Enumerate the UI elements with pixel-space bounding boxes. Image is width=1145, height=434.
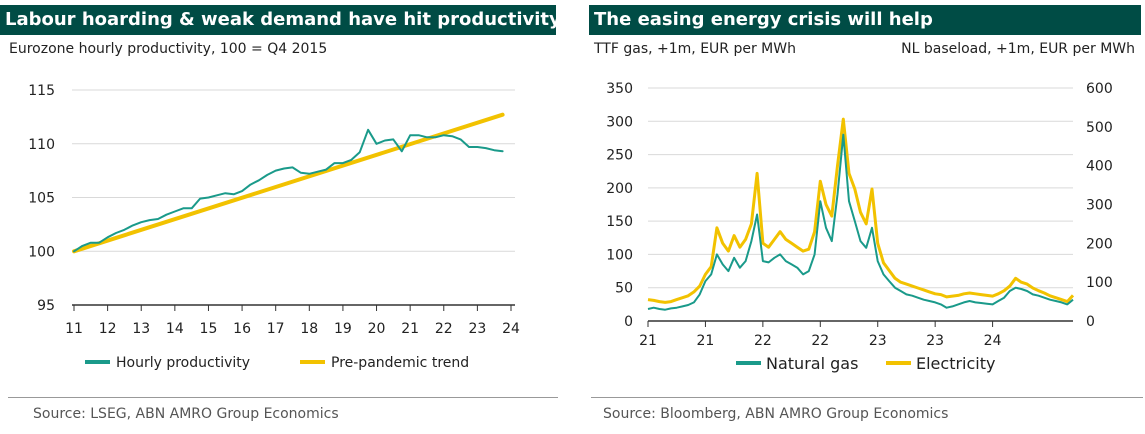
left-chart-subtitle: Eurozone hourly productivity, 100 = Q4 2… — [9, 41, 328, 57]
electricity-series-line — [647, 117, 1075, 304]
y-left-tick-label: 150 — [606, 214, 633, 230]
right-footer-rule — [591, 397, 1143, 398]
x-tick-label: 17 — [267, 321, 285, 337]
y-right-tick-label: 200 — [1086, 236, 1113, 252]
y-right-tick-label: 600 — [1086, 81, 1113, 97]
y-tick-label: 115 — [28, 83, 55, 99]
left-chart-panel: Labour hoarding & weak demand have hit p… — [0, 0, 560, 434]
x-tick-label: 23 — [869, 333, 887, 349]
left-chart-title: Labour hoarding & weak demand have hit p… — [0, 5, 556, 35]
x-tick-label: 20 — [368, 321, 386, 337]
x-tick-label: 18 — [300, 321, 318, 337]
right-chart-title: The easing energy crisis will help — [589, 5, 1141, 35]
y-tick-label: 95 — [37, 298, 55, 314]
x-tick-label: 14 — [166, 321, 184, 337]
x-tick-label: 22 — [754, 333, 772, 349]
left-legend: Hourly productivity Pre-pandemic trend — [85, 355, 469, 371]
x-tick-label: 21 — [639, 333, 657, 349]
x-tick-label: 24 — [984, 333, 1002, 349]
legend-label-productivity: Hourly productivity — [116, 355, 250, 371]
productivity-series-line — [73, 128, 504, 253]
x-tick-label: 15 — [200, 321, 218, 337]
legend-label-electricity: Electricity — [916, 354, 995, 373]
energy-chart: 0 50 100 150 200 250 300 350 0 100 200 300 400 500 600… — [606, 81, 1113, 373]
y-left-tick-label: 300 — [606, 114, 633, 130]
x-tick-label: 19 — [334, 321, 352, 337]
y-right-tick-label: 400 — [1086, 159, 1113, 175]
y-left-tick-label: 250 — [606, 148, 633, 164]
y-tick-label: 105 — [28, 191, 55, 207]
right-chart-panel: The easing energy crisis will help TTF g… — [589, 0, 1145, 434]
x-tick-label: 16 — [233, 321, 251, 337]
x-tick-label: 13 — [132, 321, 150, 337]
legend-label-trend: Pre-pandemic trend — [331, 355, 469, 371]
right-chart-subtitle-left: TTF gas, +1m, EUR per MWh — [594, 41, 796, 57]
y-left-tick-label: 100 — [606, 247, 633, 263]
x-tick-label: 23 — [926, 333, 944, 349]
y-tick-label: 100 — [28, 244, 55, 260]
right-source-note: Source: Bloomberg, ABN AMRO Group Econom… — [603, 406, 949, 422]
y-tick-label: 110 — [28, 137, 55, 153]
y-right-tick-label: 300 — [1086, 198, 1113, 214]
left-footer-rule — [8, 397, 558, 398]
gas-series-line — [647, 133, 1074, 311]
x-tick-label: 21 — [401, 321, 419, 337]
y-left-tick-label: 50 — [615, 281, 633, 297]
left-source-note: Source: LSEG, ABN AMRO Group Economics — [33, 406, 339, 422]
x-tick-label: 21 — [697, 333, 715, 349]
y-left-tick-label: 200 — [606, 181, 633, 197]
x-tick-label: 22 — [435, 321, 453, 337]
y-right-tick-label: 100 — [1086, 275, 1113, 291]
y-right-tick-label: 0 — [1086, 314, 1095, 330]
x-tick-label: 23 — [468, 321, 486, 337]
x-tick-label: 11 — [65, 321, 83, 337]
y-right-tick-label: 500 — [1086, 120, 1113, 136]
trend-series-line — [72, 112, 505, 254]
right-chart-subtitle-right: NL baseload, +1m, EUR per MWh — [901, 41, 1135, 57]
x-tick-label: 22 — [811, 333, 829, 349]
y-left-tick-label: 0 — [624, 314, 633, 330]
productivity-chart: 95 100 105 110 115 11 12 13 14 15 16 17 18 19 20 21 22 23… — [28, 83, 520, 371]
right-legend: Natural gas Electricity — [736, 354, 995, 373]
x-tick-label: 12 — [99, 321, 117, 337]
legend-label-gas: Natural gas — [766, 354, 858, 373]
x-tick-label: 24 — [502, 321, 520, 337]
y-left-tick-label: 350 — [606, 81, 633, 97]
